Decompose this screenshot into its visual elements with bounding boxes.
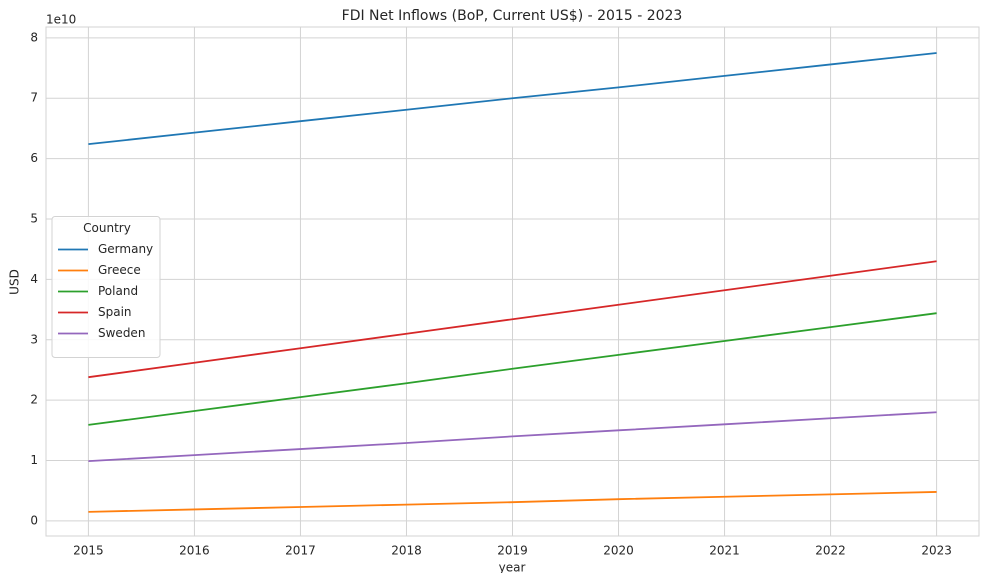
series-line [88, 312, 937, 426]
x-tick-label: 2015 [73, 544, 104, 558]
y-tick-label: 3 [30, 332, 38, 346]
y-offset-label: 1e10 [46, 13, 76, 27]
x-tick-label: 2023 [921, 544, 952, 558]
y-tick-label: 1 [30, 453, 38, 467]
x-tick-label: 2021 [709, 544, 740, 558]
x-tick-label: 2017 [285, 544, 316, 558]
y-tick-label: 8 [30, 30, 38, 44]
y-tick-label: 5 [30, 212, 38, 226]
y-tick-label: 7 [30, 91, 38, 105]
x-tick-label: 2022 [815, 544, 846, 558]
legend-title: Country [83, 221, 131, 235]
legend-label: Greece [98, 263, 141, 277]
x-tick-label: 2020 [603, 544, 634, 558]
legend-box [51, 216, 161, 358]
y-tick-label: 6 [30, 151, 38, 165]
y-tick-label: 4 [30, 272, 38, 286]
series-line [88, 52, 937, 146]
legend-label: Sweden [98, 326, 145, 340]
series-line [88, 260, 937, 379]
x-tick-label: 2016 [179, 544, 210, 558]
series-line [88, 411, 937, 463]
series-line [88, 491, 937, 513]
x-tick-label: 2018 [391, 544, 422, 558]
x-tick-label: 2019 [497, 544, 528, 558]
y-tick-label: 0 [30, 513, 38, 527]
plot-frame [45, 26, 980, 537]
legend-label: Poland [98, 284, 138, 298]
y-tick-label: 2 [30, 393, 38, 407]
y-axis-label: USD [8, 269, 22, 295]
legend-label: Germany [98, 242, 153, 256]
legend-label: Spain [98, 305, 132, 319]
chart-title: FDI Net Inflows (BoP, Current US$) - 201… [342, 8, 683, 24]
x-axis-label: year [499, 561, 526, 573]
